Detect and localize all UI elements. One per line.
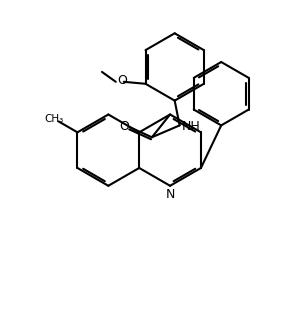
Text: CH₃: CH₃	[45, 114, 64, 124]
Text: O: O	[119, 120, 129, 133]
Text: N: N	[165, 188, 175, 201]
Text: NH: NH	[181, 120, 200, 133]
Text: O: O	[117, 74, 127, 87]
